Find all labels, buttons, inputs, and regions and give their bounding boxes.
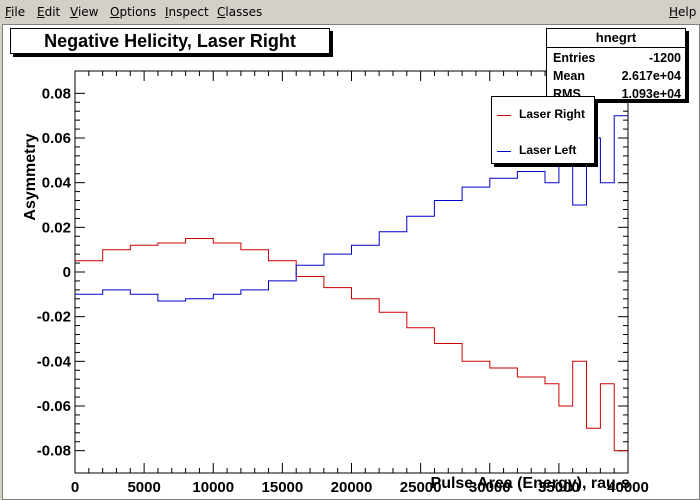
legend-item-laser-right: Laser Right [497, 107, 593, 123]
x-tick-label: 10000 [192, 479, 234, 496]
series-group [75, 115, 628, 452]
menu-options[interactable]: Options [110, 5, 157, 19]
x-tick-label: 30000 [469, 479, 511, 496]
plot-title-box[interactable]: Negative Helicity, Laser Right [10, 28, 330, 54]
y-tick-label: 0.08 [42, 85, 71, 102]
plot-title: Negative Helicity, Laser Right [44, 31, 296, 51]
x-tick-label: 20000 [331, 479, 373, 496]
stats-divider [547, 47, 685, 48]
x-tick-label: 15000 [262, 479, 304, 496]
menu-file[interactable]: File [5, 5, 26, 19]
y-tick-label: 0.06 [42, 130, 71, 147]
plot-canvas[interactable]: 0 5000 10000 15000 20000 25000 30000 35000 40000… [2, 24, 700, 500]
x-axis-title: Pulse Area (Energy), rau-s [431, 475, 631, 492]
stats-value: -1200 [649, 51, 681, 65]
menu-bar: File Edit View Options Inspect Classes H… [0, 0, 700, 24]
legend-label: Laser Right [519, 107, 586, 121]
stats-row-entries: Entries -1200 [553, 51, 681, 69]
stats-row-mean: Mean 2.617e+04 [553, 69, 681, 87]
stats-label: Mean [553, 69, 585, 83]
y-tick-label: 0.04 [42, 175, 72, 192]
y-axis: -0.08 -0.06 -0.04 -0.02 0 0.02 0.04 0.06 0.08 [37, 85, 628, 460]
stats-label: Entries [553, 51, 596, 65]
y-axis-title: Asymmetry [22, 133, 39, 220]
legend-swatch [497, 115, 511, 116]
menu-help[interactable]: Help [669, 5, 697, 19]
y-tick-label: -0.06 [37, 398, 71, 415]
y-tick-label: 0.02 [42, 219, 71, 236]
y-tick-label: -0.04 [37, 353, 72, 370]
x-tick-label: 5000 [127, 479, 160, 496]
legend-label: Laser Left [519, 143, 577, 157]
legend-swatch [497, 151, 511, 152]
menu-inspect[interactable]: Inspect [165, 5, 209, 19]
stats-name: hnegrt [595, 30, 637, 45]
stats-box[interactable]: hnegrt Entries -1200 Mean 2.617e+04 RMS … [546, 28, 686, 101]
menu-edit[interactable]: Edit [37, 5, 61, 19]
menu-view[interactable]: View [70, 5, 99, 19]
legend-item-laser-left: Laser Left [497, 143, 593, 159]
x-tick-label: 0 [71, 479, 79, 496]
series-line-laser-left [75, 115, 628, 302]
stats-value: 2.617e+04 [621, 69, 681, 83]
x-axis: 0 5000 10000 15000 20000 25000 30000 35000 40000 [71, 71, 649, 496]
x-tick-label: 35000 [538, 479, 580, 496]
menu-classes[interactable]: Classes [217, 5, 263, 19]
y-tick-label: -0.08 [37, 443, 71, 460]
series-line-laser-right [75, 238, 628, 452]
x-tick-label: 25000 [400, 479, 442, 496]
x-tick-label: 40000 [607, 479, 649, 496]
y-tick-label: 0 [63, 264, 71, 281]
legend[interactable]: Laser Right Laser Left [491, 96, 595, 164]
stats-value: 1.093e+04 [621, 87, 681, 101]
y-tick-label: -0.02 [37, 309, 71, 326]
